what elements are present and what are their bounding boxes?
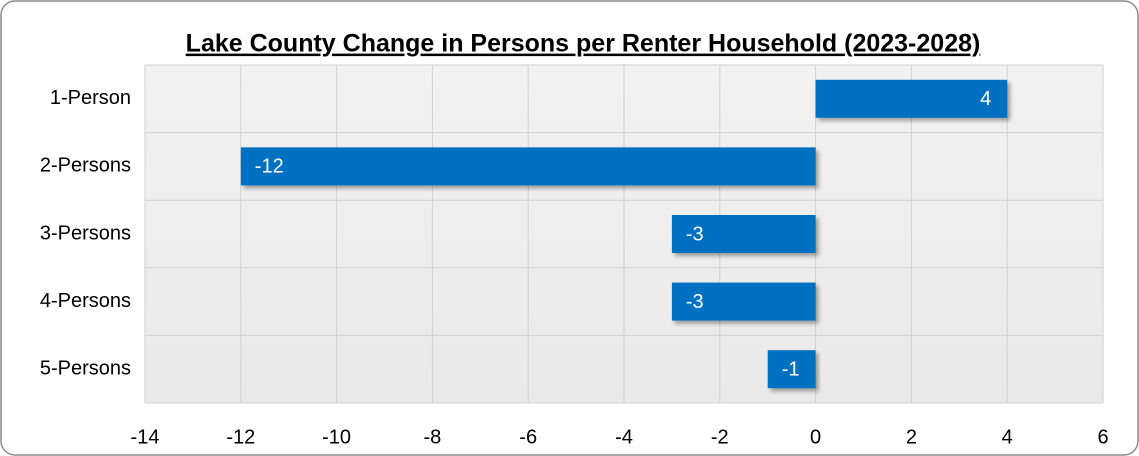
data-label: -1 (782, 358, 800, 380)
x-tick-label: 4 (1002, 426, 1013, 448)
y-tick-label: 3-Persons (40, 222, 131, 244)
bar (671, 282, 816, 321)
y-tick-label: 4-Persons (40, 290, 131, 312)
data-label: -3 (686, 223, 704, 245)
x-tick-label: -8 (424, 426, 442, 448)
bar (767, 350, 816, 389)
x-tick-label: 2 (906, 426, 917, 448)
bar (815, 79, 1008, 118)
data-label: -3 (686, 291, 704, 313)
data-label: -12 (255, 156, 284, 178)
x-tick-label: -4 (615, 426, 633, 448)
x-tick-label: 6 (1097, 426, 1108, 448)
bar (671, 215, 816, 253)
x-tick-label: -12 (226, 426, 255, 448)
x-tick-label: 0 (810, 426, 821, 448)
chart-title: Lake County Change in Persons per Renter… (186, 30, 981, 58)
data-label: 4 (980, 88, 991, 110)
y-tick-label: 5-Persons (40, 357, 131, 379)
x-tick-label: -10 (322, 426, 351, 448)
x-tick-label: -14 (131, 426, 160, 448)
y-tick-label: 2-Persons (40, 155, 131, 177)
x-tick-label: -2 (711, 426, 729, 448)
y-tick-label: 1-Person (50, 87, 131, 109)
x-tick-label: -6 (519, 426, 537, 448)
bar (240, 147, 816, 186)
